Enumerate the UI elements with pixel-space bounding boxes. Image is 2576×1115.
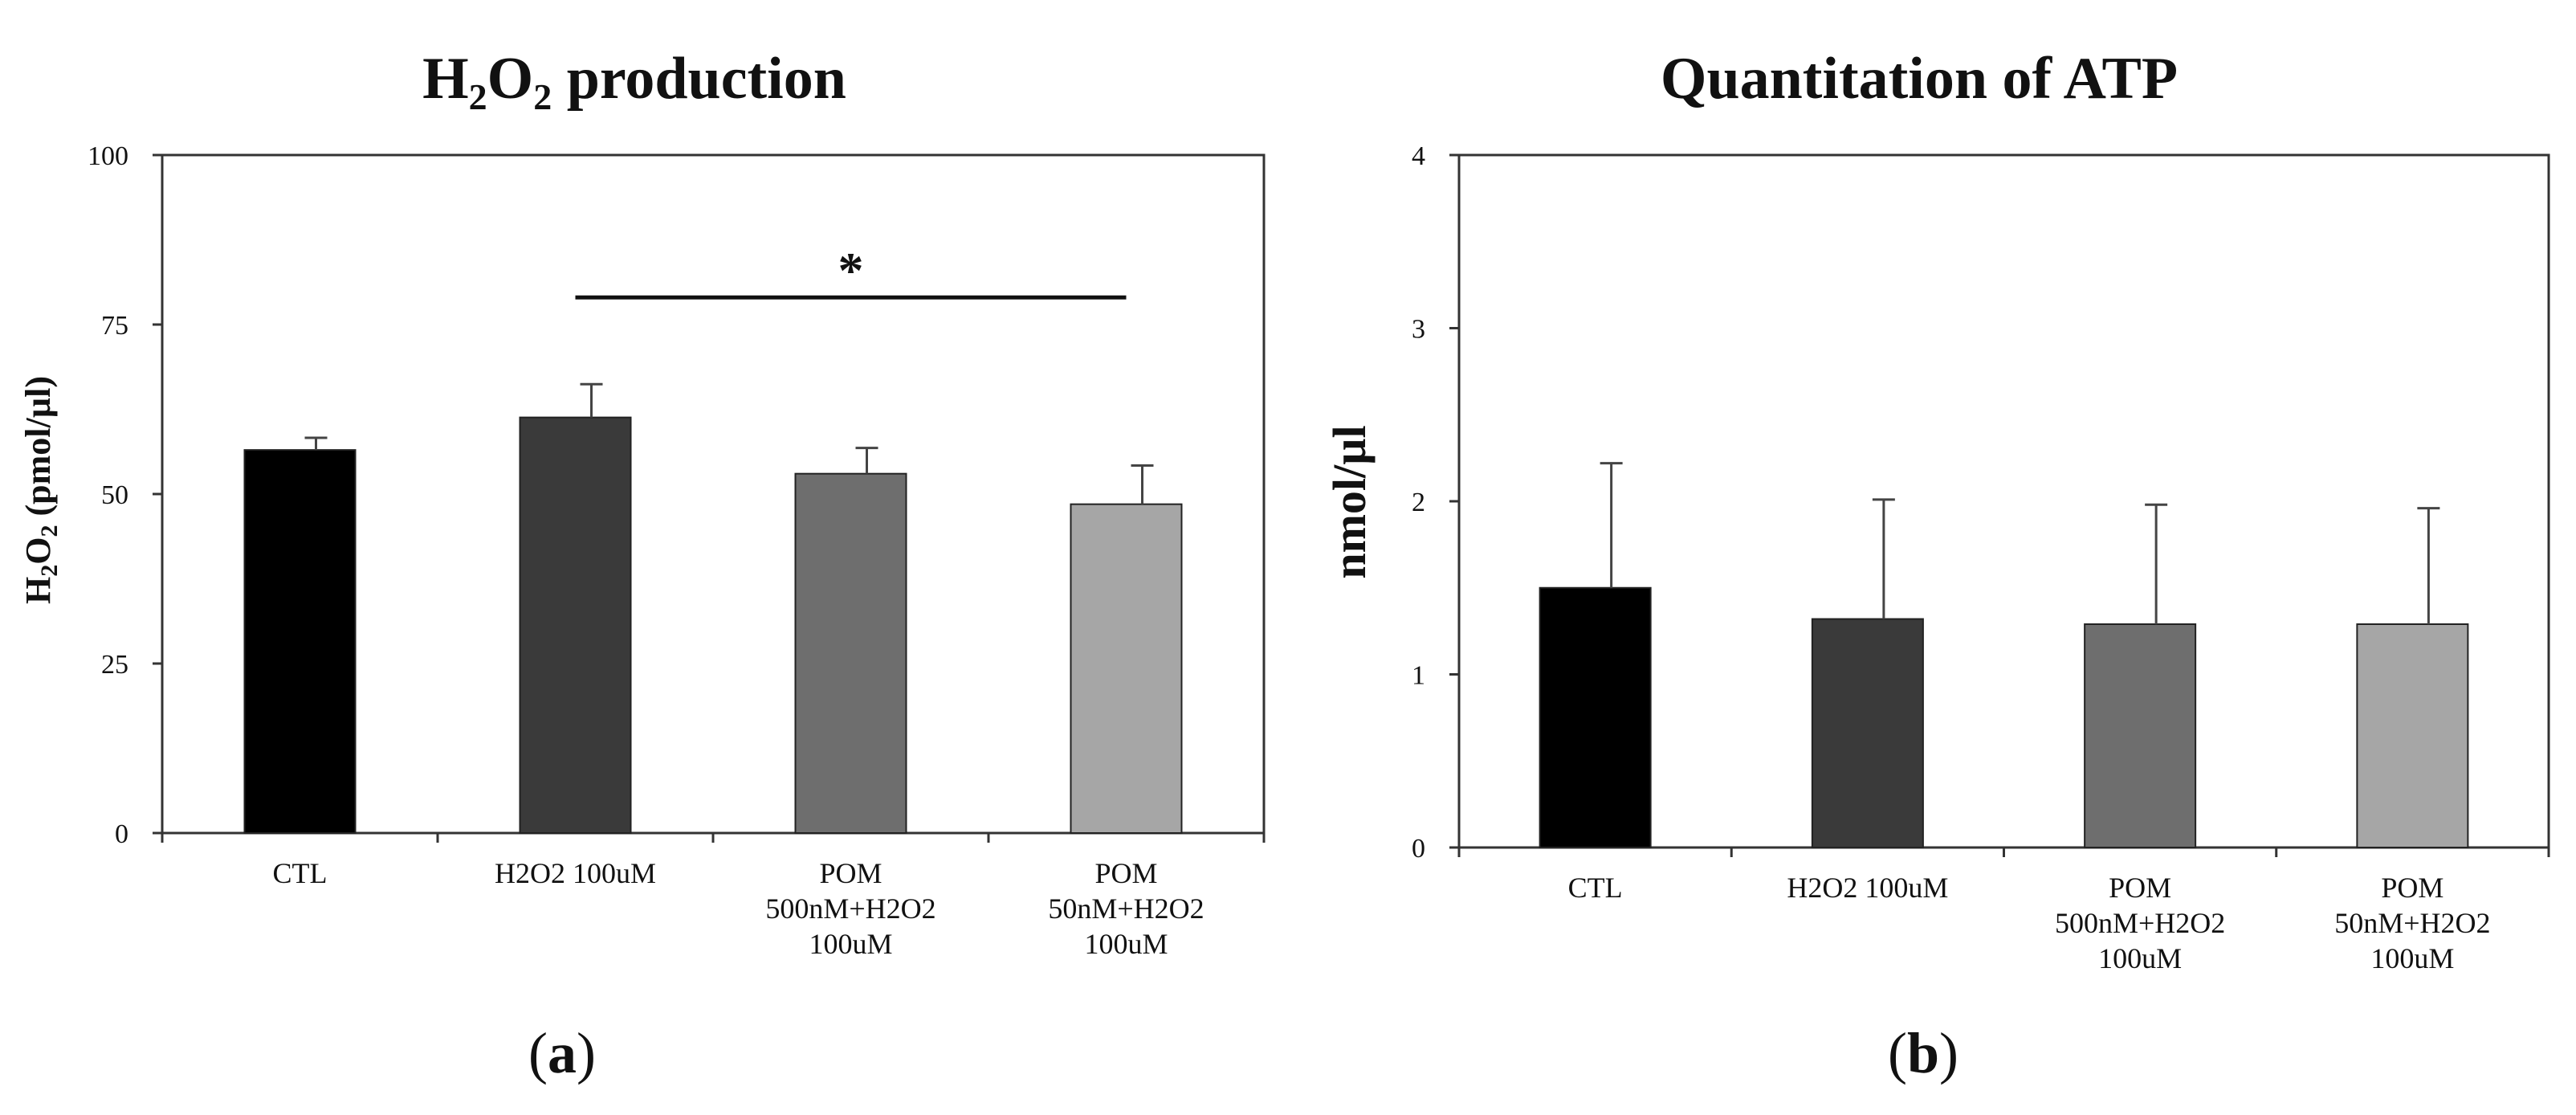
chart-a-ytick-label: 0 bbox=[115, 819, 128, 849]
chart-b-category-label: 100uM bbox=[2098, 942, 2182, 974]
chart-a-category-label: 100uM bbox=[1084, 928, 1168, 960]
chart-b-title: Quantitation of ATP bbox=[1661, 46, 2178, 112]
chart-b-ytick-label: 2 bbox=[1412, 488, 1425, 517]
chart-a-ytick-label: 25 bbox=[101, 650, 128, 680]
chart-b-bar-2 bbox=[1811, 618, 1924, 848]
chart-b-category-label: H2O2 100uM bbox=[1787, 872, 1948, 904]
chart-b-ytick-label: 0 bbox=[1412, 834, 1425, 864]
chart-a-category-label: POM bbox=[1094, 857, 1157, 889]
chart-b-ytick-label: 4 bbox=[1412, 141, 1425, 171]
chart-b-category-label: CTL bbox=[1568, 872, 1623, 904]
chart-b-category-label: 50nM+H2O2 bbox=[2334, 907, 2490, 939]
chart-a-ytick-label: 50 bbox=[101, 480, 128, 510]
chart-b: Quantitation of ATP nmol/µl (b) 0 1 2 3 4 CTL… bbox=[1323, 46, 2550, 1085]
chart-b-bar-4 bbox=[2356, 623, 2469, 848]
chart-b-category-label: 100uM bbox=[2370, 942, 2454, 974]
chart-a-ylabel: H2O2 (pmol/µl) bbox=[18, 376, 63, 604]
chart-a-category-label: 500nM+H2O2 bbox=[765, 892, 935, 925]
chart-a-bar-3 bbox=[794, 472, 907, 834]
chart-b-category-label: POM bbox=[2381, 872, 2444, 904]
chart-a-category-label: 50nM+H2O2 bbox=[1048, 892, 1204, 925]
chart-a-significance-marker: * bbox=[838, 242, 864, 299]
chart-a-title: H2O2 production bbox=[422, 46, 846, 117]
chart-b-bar-3 bbox=[2084, 623, 2197, 848]
chart-b-ytick-label: 3 bbox=[1412, 315, 1425, 345]
chart-b-ylabel: nmol/µl bbox=[1323, 425, 1376, 578]
chart-b-panel-label: (b) bbox=[1888, 1021, 1958, 1085]
chart-a-ytick-label: 75 bbox=[101, 311, 128, 341]
chart-a-category-label: H2O2 100uM bbox=[495, 857, 656, 889]
chart-a-bar-1 bbox=[243, 449, 357, 834]
chart-a-category-label: 100uM bbox=[809, 928, 892, 960]
chart-a-ytick-label: 100 bbox=[88, 141, 128, 171]
chart-b-ytick-label: 1 bbox=[1412, 661, 1425, 691]
chart-a-bar-2 bbox=[519, 416, 632, 834]
chart-b-bar-1 bbox=[1539, 586, 1652, 848]
chart-b-category-label: 500nM+H2O2 bbox=[2055, 907, 2225, 939]
chart-a-bar-4 bbox=[1070, 503, 1183, 834]
chart-a-category-label: CTL bbox=[273, 857, 328, 889]
chart-a: H2O2 production H2O2 (pmol/µl) (a) 0 25 50… bbox=[18, 46, 1266, 1085]
chart-a-panel-label: (a) bbox=[528, 1021, 596, 1085]
chart-a-category-label: POM bbox=[819, 857, 882, 889]
chart-b-category-label: POM bbox=[2109, 872, 2171, 904]
